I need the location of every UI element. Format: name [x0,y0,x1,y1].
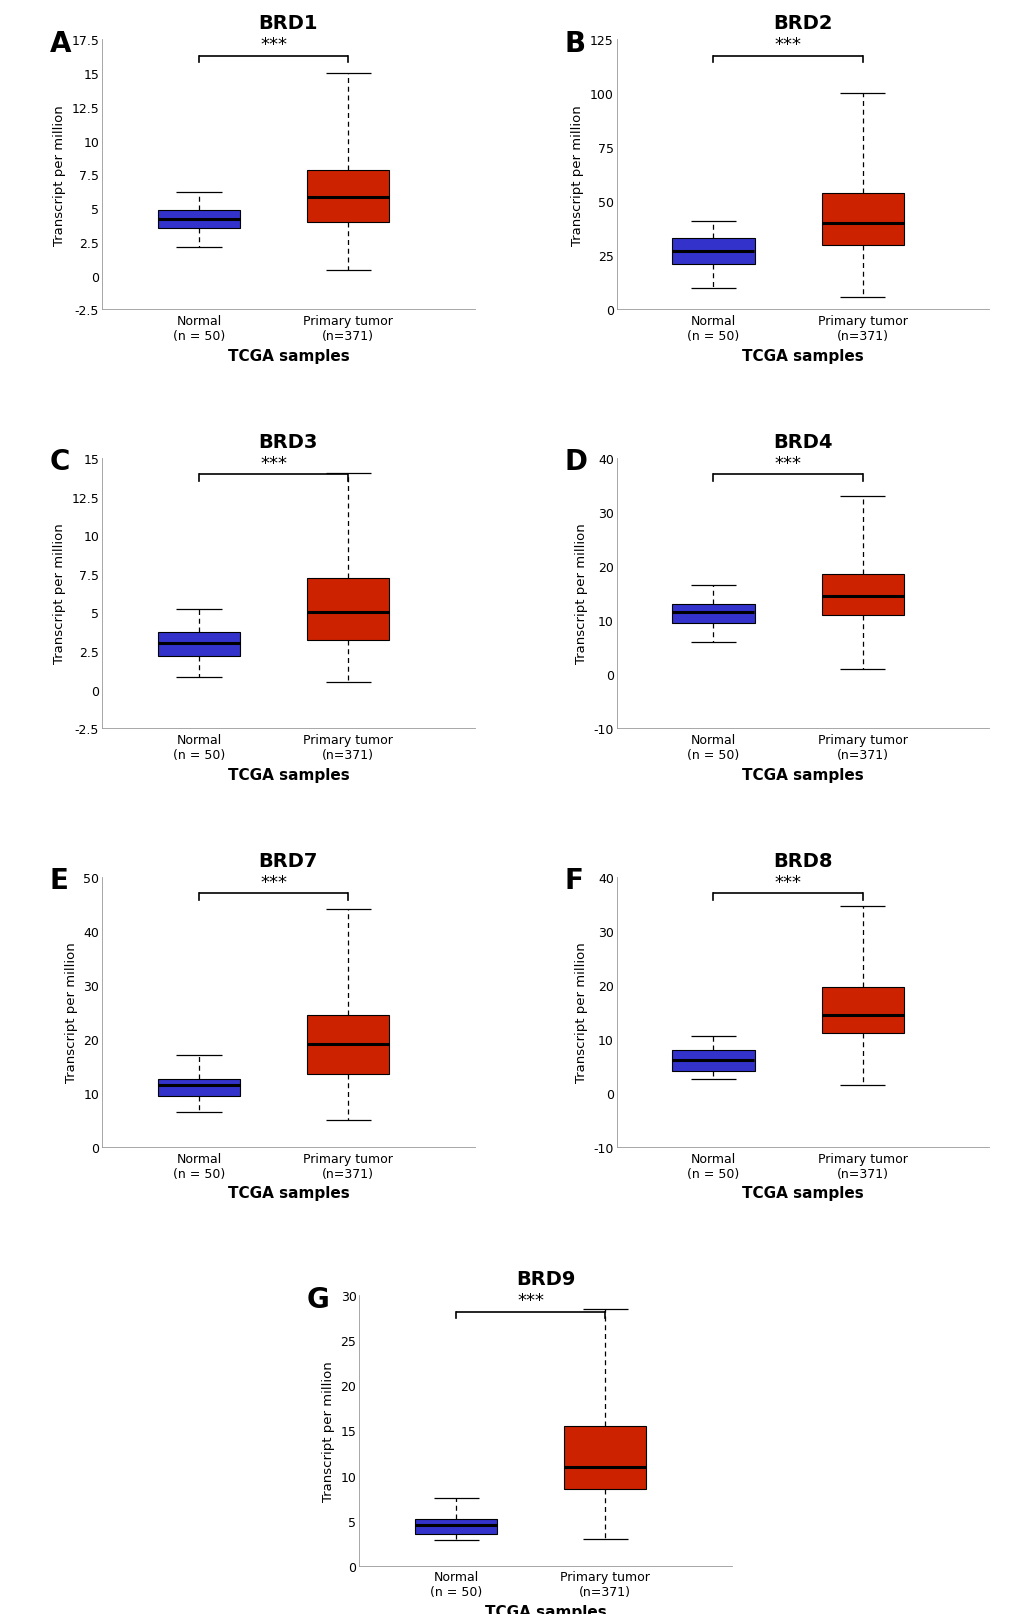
Bar [564,1427,646,1490]
Text: C: C [50,449,70,476]
Text: ***: *** [260,37,286,55]
Bar [672,1051,754,1072]
Bar [158,633,239,657]
Y-axis label: Transcript per million: Transcript per million [53,105,66,245]
Text: ***: *** [260,455,286,473]
X-axis label: TCGA samples: TCGA samples [742,767,863,783]
Bar [672,239,754,265]
Bar [307,171,388,223]
Title: BRD8: BRD8 [772,851,832,870]
X-axis label: TCGA samples: TCGA samples [742,1186,863,1201]
Bar [158,210,239,229]
Y-axis label: Transcript per million: Transcript per million [53,523,66,663]
Bar [158,1080,239,1096]
Title: BRD4: BRD4 [772,433,832,452]
Title: BRD3: BRD3 [259,433,318,452]
Bar [307,579,388,641]
X-axis label: TCGA samples: TCGA samples [227,349,348,363]
Y-axis label: Transcript per million: Transcript per million [575,523,587,663]
Bar [307,1015,388,1075]
Bar [821,575,903,615]
X-axis label: TCGA samples: TCGA samples [484,1604,606,1614]
Bar [415,1519,496,1533]
Y-axis label: Transcript per million: Transcript per million [571,105,584,245]
Text: ***: *** [517,1291,544,1309]
Title: BRD2: BRD2 [772,15,832,34]
Title: BRD9: BRD9 [516,1270,575,1288]
Bar [821,988,903,1035]
Text: ***: *** [773,37,801,55]
Text: F: F [564,867,583,894]
Title: BRD7: BRD7 [259,851,318,870]
X-axis label: TCGA samples: TCGA samples [227,767,348,783]
Y-axis label: Transcript per million: Transcript per million [322,1361,334,1501]
Text: E: E [50,867,68,894]
Y-axis label: Transcript per million: Transcript per million [575,943,587,1083]
X-axis label: TCGA samples: TCGA samples [227,1186,348,1201]
Text: ***: *** [773,455,801,473]
Text: D: D [564,449,587,476]
Text: G: G [307,1285,329,1312]
Bar [821,194,903,245]
Text: A: A [50,29,71,58]
X-axis label: TCGA samples: TCGA samples [742,349,863,363]
Text: B: B [564,29,585,58]
Y-axis label: Transcript per million: Transcript per million [64,943,77,1083]
Text: ***: *** [773,873,801,891]
Bar [672,605,754,623]
Text: ***: *** [260,873,286,891]
Title: BRD1: BRD1 [259,15,318,34]
